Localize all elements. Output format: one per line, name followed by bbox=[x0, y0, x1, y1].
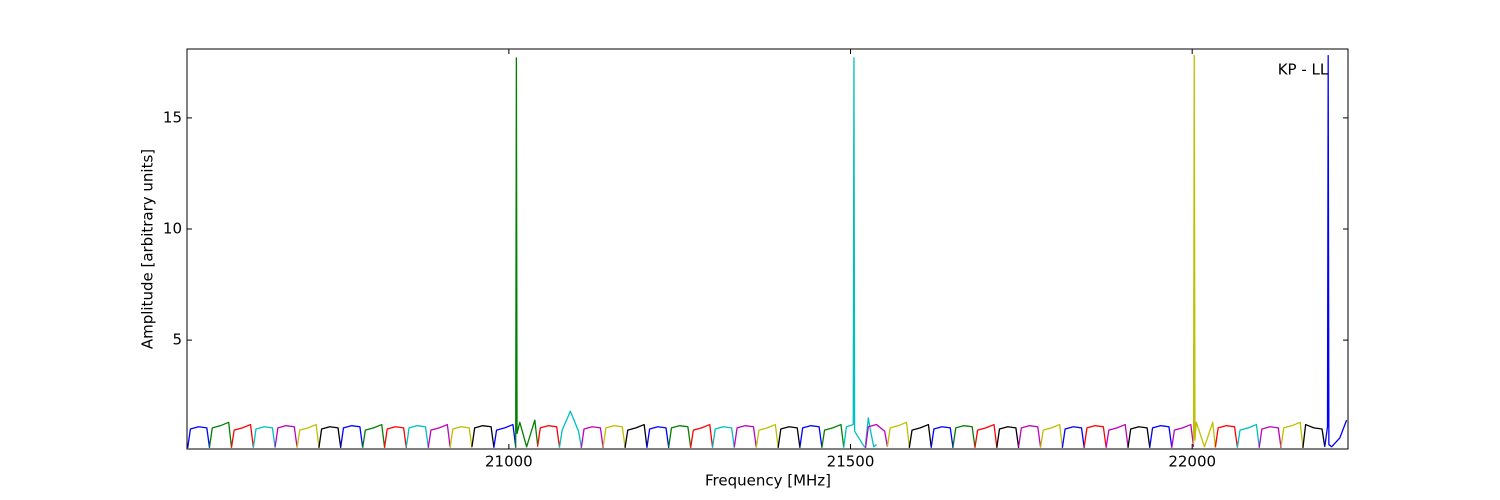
series-line bbox=[1061, 426, 1085, 448]
x-tick-label: 21500 bbox=[827, 453, 875, 471]
series-line bbox=[1149, 425, 1173, 447]
series-line bbox=[930, 426, 954, 448]
series-line bbox=[252, 426, 276, 448]
series-line bbox=[624, 423, 648, 448]
annotation: KP - LL bbox=[1278, 61, 1329, 79]
x-tick-label: 21000 bbox=[485, 453, 533, 471]
series-line bbox=[1214, 425, 1238, 447]
series-line bbox=[1127, 426, 1151, 448]
series-line bbox=[318, 426, 342, 448]
x-tick-label: 22000 bbox=[1168, 453, 1216, 471]
series-line bbox=[1171, 423, 1195, 448]
y-tick-label: 15 bbox=[163, 108, 182, 126]
series-line bbox=[646, 426, 670, 448]
series-line bbox=[1280, 421, 1304, 447]
plot-lines bbox=[187, 55, 1348, 449]
series-line bbox=[1083, 425, 1107, 447]
series-line bbox=[580, 426, 604, 448]
series-line bbox=[799, 425, 823, 447]
series-line bbox=[1192, 55, 1217, 448]
plot-frame bbox=[186, 48, 1349, 450]
series-line bbox=[405, 425, 429, 447]
series-line bbox=[1039, 423, 1064, 448]
series-line bbox=[843, 57, 867, 449]
series-line bbox=[427, 423, 451, 448]
series-line bbox=[1236, 423, 1260, 448]
y-axis-label: Amplitude [arbitrary units] bbox=[139, 149, 157, 349]
series-line bbox=[230, 423, 254, 448]
series-line bbox=[1324, 55, 1348, 448]
series-line bbox=[864, 417, 877, 448]
y-tick-label: 10 bbox=[163, 220, 182, 238]
series-line bbox=[1302, 423, 1326, 448]
series-line bbox=[952, 425, 976, 447]
series-line bbox=[383, 426, 407, 448]
y-tick-label: 5 bbox=[172, 331, 182, 349]
series-line bbox=[821, 423, 845, 448]
series-line bbox=[668, 425, 692, 447]
series-line bbox=[864, 423, 889, 448]
series-line bbox=[449, 426, 473, 448]
series-line bbox=[558, 410, 582, 448]
series-line bbox=[187, 426, 211, 448]
series-line bbox=[996, 426, 1020, 448]
series-line bbox=[361, 423, 386, 448]
series-line bbox=[733, 425, 757, 447]
series-line bbox=[493, 423, 517, 448]
series-line bbox=[755, 423, 779, 448]
series-line bbox=[208, 421, 233, 447]
series-line bbox=[689, 423, 714, 448]
series-line bbox=[908, 423, 932, 448]
series-line bbox=[1258, 426, 1282, 448]
series-line bbox=[602, 425, 626, 447]
series-line bbox=[340, 425, 364, 447]
series-line bbox=[886, 421, 910, 447]
series-line bbox=[536, 425, 561, 447]
series-line bbox=[274, 425, 298, 447]
series-line bbox=[777, 426, 801, 448]
series-line bbox=[515, 57, 539, 448]
series-line bbox=[1105, 423, 1129, 448]
series-line bbox=[974, 423, 998, 448]
series-line bbox=[471, 425, 495, 447]
series-line bbox=[1017, 425, 1042, 447]
series-line bbox=[296, 423, 320, 448]
x-axis-label: Frequency [MHz] bbox=[705, 472, 831, 490]
series-line bbox=[711, 426, 736, 448]
